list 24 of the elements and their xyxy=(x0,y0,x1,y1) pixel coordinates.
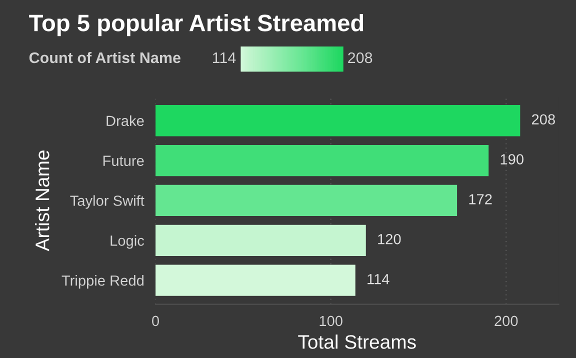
data-label: 190 xyxy=(500,154,524,164)
bar xyxy=(156,105,520,136)
bar xyxy=(156,144,489,176)
bar xyxy=(156,184,458,216)
data-label: 172 xyxy=(469,194,492,204)
y-tick-label: Drake xyxy=(106,115,144,126)
color-bar-title: Count of Artist Name xyxy=(29,52,180,64)
y-axis-title: Artist Name xyxy=(35,150,50,252)
x-tick-label: 200 xyxy=(494,316,518,326)
y-tick-label: Trippie Redd xyxy=(62,275,144,289)
x-tick-label: 0 xyxy=(152,316,160,326)
x-axis-title: Total Streams xyxy=(298,334,416,349)
y-tick-label: Logic xyxy=(110,235,144,249)
x-tick-label: 100 xyxy=(320,316,342,326)
data-label: 208 xyxy=(532,114,555,125)
bar xyxy=(156,264,356,296)
color-bar-label: 208 xyxy=(348,52,372,64)
y-tick-label: Taylor Swift xyxy=(70,195,144,209)
y-tick-label: Future xyxy=(103,156,144,166)
chart-title: Top 5 popular Artist Streamed xyxy=(29,14,364,36)
bar xyxy=(156,224,366,256)
data-label: 120 xyxy=(378,234,401,244)
data-label: 114 xyxy=(368,274,390,284)
color-bar-label: 114 xyxy=(212,52,236,64)
